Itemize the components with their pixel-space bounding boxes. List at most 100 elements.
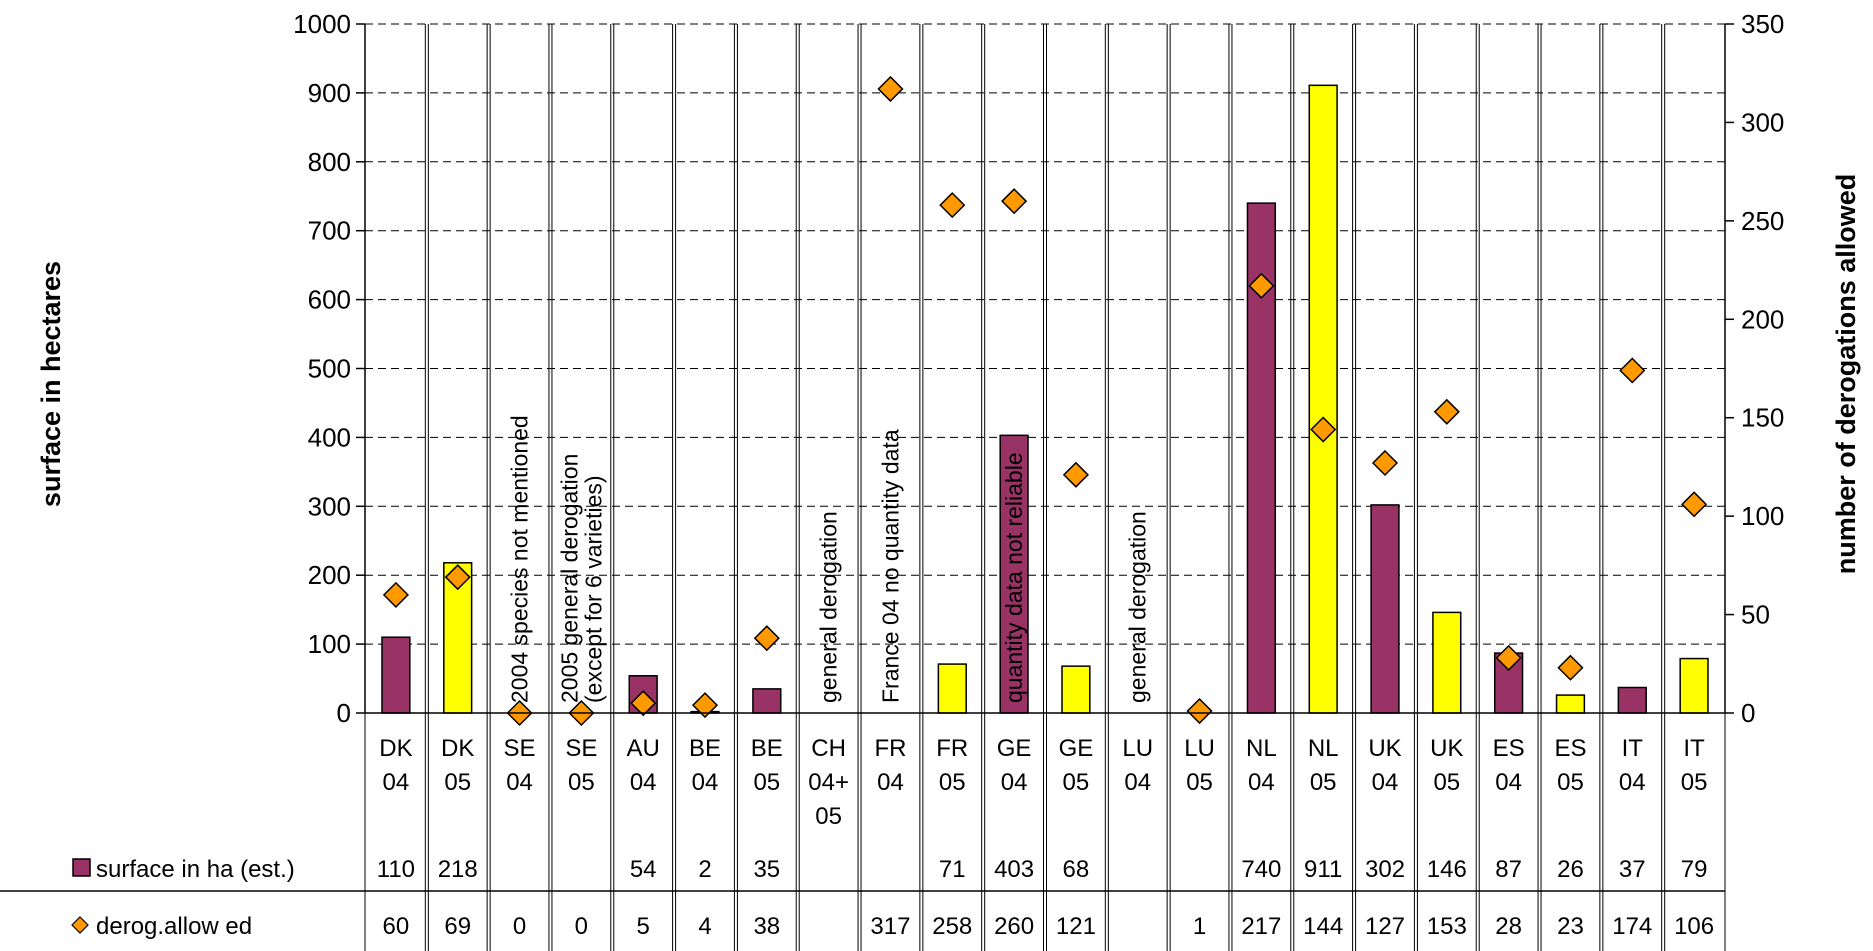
table-cell-value: 127 xyxy=(1365,913,1405,940)
marker xyxy=(1619,357,1646,384)
table-cell-value: 28 xyxy=(1495,913,1522,940)
bar xyxy=(999,434,1029,714)
table-cell-value: 54 xyxy=(630,856,657,883)
category-label: 04 xyxy=(1372,769,1399,796)
marker xyxy=(1001,188,1028,215)
category-label: LU xyxy=(1184,735,1215,762)
marker xyxy=(1062,461,1089,488)
marker xyxy=(630,690,657,717)
category-label: FR xyxy=(936,735,968,762)
table-cell-value: 217 xyxy=(1241,913,1281,940)
bar xyxy=(1308,84,1338,714)
y2-tick-label: 300 xyxy=(1741,107,1784,137)
bar xyxy=(1617,686,1647,714)
table-cell-value: 35 xyxy=(753,856,780,883)
annotation-text: quantity data not reliable xyxy=(1001,452,1027,703)
category-label: 04 xyxy=(877,769,904,796)
bar xyxy=(937,663,967,714)
table-cell-value: 1 xyxy=(1193,913,1206,940)
annotation-text: (except for 6 varieties) xyxy=(580,475,606,703)
category-label: NL xyxy=(1246,735,1277,762)
table-cell-value: 0 xyxy=(575,913,588,940)
table-cell-value: 0 xyxy=(513,913,526,940)
marker xyxy=(1681,491,1708,518)
marker xyxy=(1495,644,1522,671)
table-cell-value: 218 xyxy=(438,856,478,883)
table-cell-value: 260 xyxy=(994,913,1034,940)
category-label: 04 xyxy=(1248,769,1275,796)
category-label: CH xyxy=(811,735,846,762)
table-cell-value: 71 xyxy=(939,856,966,883)
table-cell-value: 38 xyxy=(753,913,780,940)
table-cell-value: 37 xyxy=(1619,856,1646,883)
category-label: DK xyxy=(379,735,412,762)
category-label: SE xyxy=(504,735,536,762)
category-label: 04+ xyxy=(808,769,849,796)
category-label: 04 xyxy=(1619,769,1646,796)
table-cell-value: 60 xyxy=(383,913,410,940)
marker xyxy=(444,564,471,591)
category-label: 04 xyxy=(630,769,657,796)
category-label: IT xyxy=(1683,735,1705,762)
y2-tick-label: 200 xyxy=(1741,304,1784,334)
y-tick-label: 400 xyxy=(308,422,351,452)
table-cell-value: 121 xyxy=(1056,913,1096,940)
annotations: 2004 species not mentioned 2005 general d… xyxy=(507,415,1151,703)
table-cell-value: 2 xyxy=(698,856,711,883)
category-label: 04 xyxy=(1124,769,1151,796)
category-separators xyxy=(424,24,1666,951)
annotation-text: general derogation xyxy=(1125,511,1151,703)
category-label: ES xyxy=(1554,735,1586,762)
category-label: 05 xyxy=(1557,769,1584,796)
category-label: 04 xyxy=(383,769,410,796)
y-tick-label: 900 xyxy=(308,78,351,108)
y-axis-title: surface in hectares xyxy=(36,261,66,507)
table-cell-value: 911 xyxy=(1304,856,1342,883)
y-tick-label: 100 xyxy=(308,629,351,659)
category-label: 05 xyxy=(568,769,595,796)
y-tick-label: 1000 xyxy=(293,9,351,39)
table-cell-value: 146 xyxy=(1427,856,1467,883)
bar xyxy=(1370,504,1400,714)
category-label: SE xyxy=(565,735,597,762)
category-label: 05 xyxy=(1186,769,1213,796)
y-tick-label: 600 xyxy=(308,285,351,315)
y2-tick-label: 350 xyxy=(1741,9,1784,39)
legend-label-surface: surface in ha (est.) xyxy=(96,856,295,883)
legend-key-surface xyxy=(72,858,91,877)
legend-label-derogations: derog.allow ed xyxy=(96,913,252,940)
y-tick-label: 800 xyxy=(308,147,351,177)
table-cell-value: 258 xyxy=(932,913,972,940)
gridlines xyxy=(365,23,1725,645)
y2-tick-label: 50 xyxy=(1741,600,1770,630)
category-label: 05 xyxy=(1681,769,1708,796)
annotation-text: 2005 general derogation xyxy=(556,454,582,703)
y-tick-label: 500 xyxy=(308,354,351,384)
marker xyxy=(691,692,719,719)
category-label: 05 xyxy=(939,769,966,796)
category-label: 05 xyxy=(444,769,471,796)
y2-axis-title: number of derogations allowed xyxy=(1831,174,1861,575)
axes: 0100200300400500600700800900100005010015… xyxy=(293,9,1784,951)
table-cell-value: 69 xyxy=(444,913,471,940)
table-cell-value: 5 xyxy=(637,913,650,940)
bar xyxy=(1679,657,1709,714)
table-cell-value: 317 xyxy=(870,913,910,940)
category-label: 05 xyxy=(1310,769,1337,796)
marker xyxy=(1557,654,1584,681)
marker xyxy=(877,75,904,103)
annotation-text: 2004 species not mentioned xyxy=(507,415,533,703)
category-label: NL xyxy=(1308,735,1339,762)
table-cell-value: 79 xyxy=(1681,856,1708,883)
table-cell-value: 4 xyxy=(698,913,711,940)
category-label: 04 xyxy=(506,769,533,796)
table-cell-value: 110 xyxy=(377,856,415,883)
y2-tick-label: 150 xyxy=(1741,403,1784,433)
category-label: 05 xyxy=(753,769,780,796)
table-cell-value: 26 xyxy=(1557,856,1584,883)
category-label: BE xyxy=(689,735,721,762)
category-label: UK xyxy=(1368,735,1401,762)
bar xyxy=(1061,665,1091,714)
marker xyxy=(1371,449,1399,477)
